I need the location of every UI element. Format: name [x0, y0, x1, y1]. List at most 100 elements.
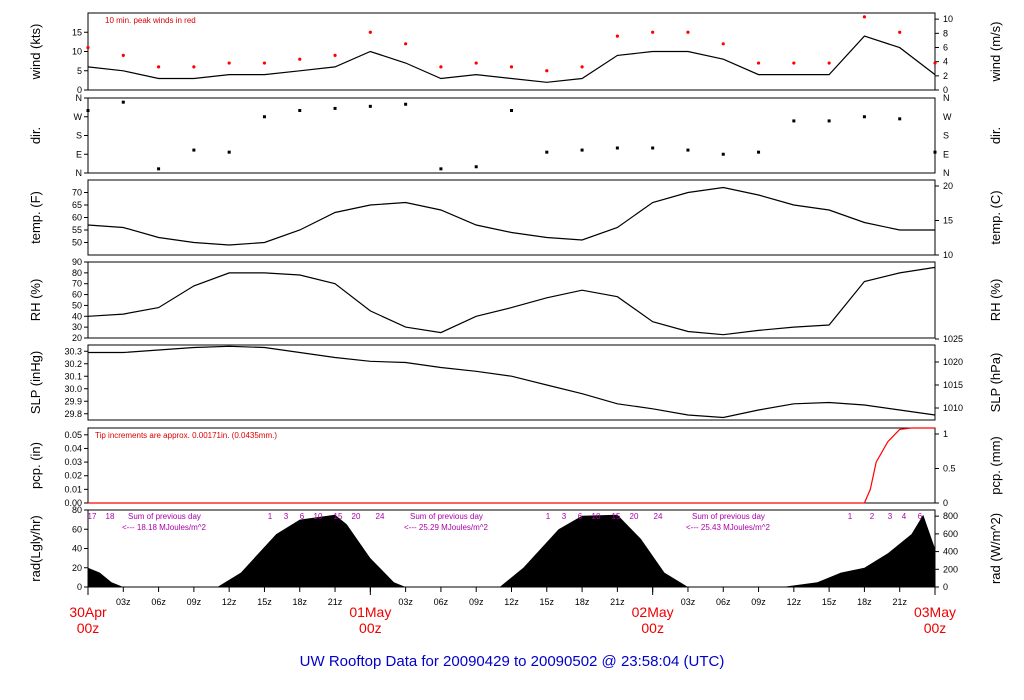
- wind-ytick-label: 10: [72, 47, 82, 57]
- dir-ylabel-right: dir.: [988, 127, 1003, 144]
- wind-peak-point: [792, 61, 796, 65]
- rad-ytick-label: 0: [77, 582, 82, 592]
- pcp-ytick-right-label: 0: [943, 498, 948, 508]
- chart-title: UW Rooftop Data for 20090429 to 20090502…: [300, 653, 725, 670]
- wind-peak-point: [615, 34, 619, 38]
- rad-hour-label: 3: [888, 512, 893, 521]
- temp-ytick-right-label: 10: [943, 250, 953, 260]
- slp-series-line: [88, 345, 936, 419]
- wind-peak-point: [827, 61, 831, 65]
- rad-hour-label: 15: [612, 512, 621, 521]
- rh-series-line: [87, 266, 936, 336]
- rh-frame: [87, 261, 936, 339]
- rad-frame: [87, 509, 936, 588]
- rad-ytick-right-label: 800: [943, 511, 958, 521]
- dir-point: [439, 167, 443, 171]
- x-tick-label: 21z: [892, 597, 907, 607]
- dir-point: [615, 146, 619, 150]
- rad-hour-label: 2: [870, 512, 875, 521]
- rad-ytick-right-label: 200: [943, 564, 958, 574]
- rad-hour-label: 6: [578, 512, 583, 521]
- temp-ytick-label: 70: [72, 188, 82, 198]
- x-day-time-label: 00z: [77, 620, 100, 636]
- slp-ytick-label: 30.1: [64, 371, 82, 381]
- dir-point: [157, 167, 161, 171]
- dir-ytick-label: W: [74, 112, 83, 122]
- rad-hour-label: 6: [918, 512, 923, 521]
- x-tick-label: 21z: [610, 597, 625, 607]
- rad-hour-label: 6: [300, 512, 305, 521]
- wind-panel: 0 5 10 15 0 2 4 6 8 10 wind (kts) wind (m/s) 10 min.…: [28, 12, 1003, 95]
- slp-ytick-label: 30.3: [64, 346, 82, 356]
- rh-ylabel: RH (%): [28, 279, 43, 322]
- slp-ytick-label: 30.2: [64, 359, 82, 369]
- dir-point: [862, 115, 866, 119]
- dir-point: [368, 104, 372, 108]
- x-tick-label: 06z: [434, 597, 449, 607]
- wind-peak-point: [545, 69, 549, 73]
- x-tick-label: 18z: [292, 597, 307, 607]
- dir-point: [686, 148, 690, 152]
- slp-ylabel-right: SLP (hPa): [988, 353, 1003, 413]
- dir-point: [827, 119, 831, 123]
- x-tick-label: 03z: [681, 597, 696, 607]
- dir-point: [545, 150, 549, 154]
- slp-ylabel: SLP (inHg): [28, 351, 43, 414]
- rad-daily-sum-label: Sum of previous day: [692, 512, 765, 521]
- wind-peak-point: [227, 61, 231, 65]
- rh-ytick-label: 20: [72, 333, 82, 343]
- x-tick-label: 06z: [716, 597, 731, 607]
- dir-ytick-label: N: [76, 168, 83, 178]
- rad-daily-sum-value: <--- 25.43 MJoules/m^2: [686, 523, 771, 532]
- wind-peak-point: [333, 53, 337, 57]
- slp-panel: 29.8 29.9 30.0 30.1 30.2 30.3 1010 1015 1020 1025…: [28, 334, 1003, 421]
- wind-note: 10 min. peak winds in red: [105, 16, 196, 25]
- dir-ylabel: dir.: [28, 127, 43, 144]
- temp-ytick-right-label: 20: [943, 181, 953, 191]
- dir-ytick-label: S: [76, 131, 82, 141]
- dir-point: [757, 150, 761, 154]
- rh-ytick-label: 30: [72, 322, 82, 332]
- temp-ytick-label: 65: [72, 200, 82, 210]
- slp-ytick-right-label: 1025: [943, 334, 963, 344]
- wind-peak-point: [404, 42, 408, 46]
- wind-ytick-label: 15: [72, 27, 82, 37]
- pcp-ylabel: pcp. (in): [28, 442, 43, 489]
- rad-daily-sum-label: Sum of previous day: [128, 512, 201, 521]
- rad-hour-label: 20: [352, 512, 361, 521]
- dir-ytick-right-label: W: [943, 112, 952, 122]
- temp-ylabel: temp. (F): [28, 191, 43, 244]
- dir-point: [298, 109, 302, 112]
- dir-point: [651, 146, 655, 150]
- rad-hour-label: 4: [902, 512, 907, 521]
- pcp-ytick-label: 0.03: [64, 457, 82, 467]
- slp-ytick-label: 29.9: [64, 396, 82, 406]
- wind-ytick-label: 5: [77, 66, 82, 76]
- rad-daily-sum-label: Sum of previous day: [410, 512, 483, 521]
- wind-peak-point: [756, 61, 761, 65]
- dir-point: [898, 117, 902, 121]
- wind-peak-point: [686, 30, 690, 34]
- dir-point: [933, 150, 937, 154]
- rad-ytick-label: 60: [72, 524, 82, 534]
- wind-peak-point: [262, 61, 267, 65]
- x-day-time-label: 00z: [641, 620, 664, 636]
- x-day-time-label: 00z: [359, 620, 382, 636]
- rad-ytick-label: 40: [72, 544, 82, 554]
- dir-ytick-label: E: [76, 149, 82, 159]
- x-tick-label: 21z: [328, 597, 343, 607]
- rh-ylabel-right: RH (%): [988, 279, 1003, 322]
- rad-ytick-label: 20: [72, 563, 82, 573]
- rad-daily-sum-value: <--- 18.18 MJoules/m^2: [122, 523, 207, 532]
- pcp-ytick-label: 0.00: [64, 498, 82, 508]
- pcp-ylabel-right: pcp. (mm): [988, 436, 1003, 495]
- wind-peak-point: [439, 65, 443, 69]
- temp-ytick-label: 55: [72, 225, 82, 235]
- rad-daily-sum-value: <--- 25.29 MJoules/m^2: [404, 523, 489, 532]
- x-tick-label: 18z: [575, 597, 590, 607]
- dir-ytick-right-label: S: [943, 131, 949, 141]
- rad-ytick-label: 80: [72, 505, 82, 515]
- x-tick-label: 15z: [257, 597, 272, 607]
